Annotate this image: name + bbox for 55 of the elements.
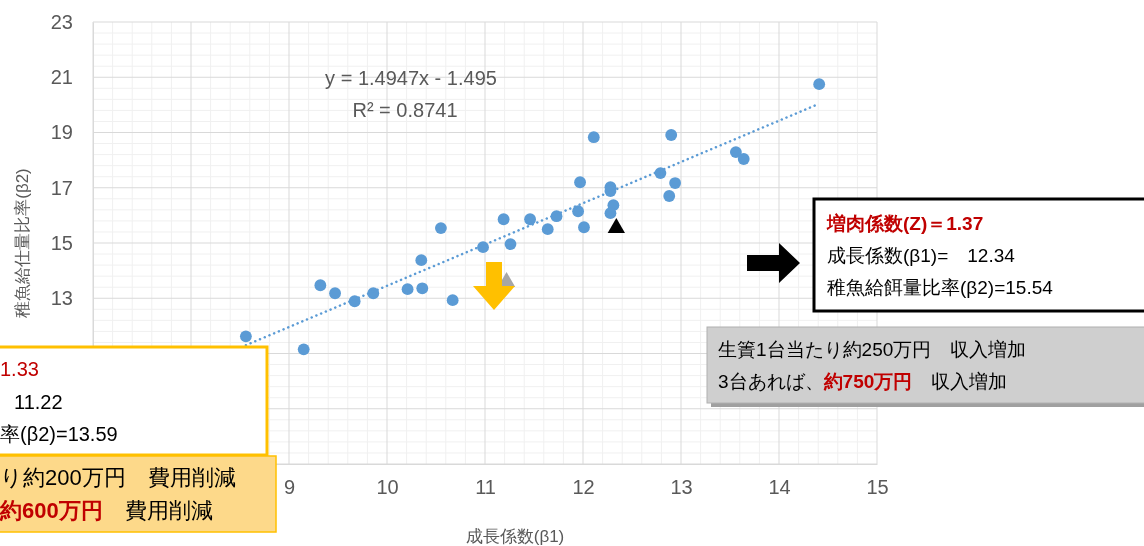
- annotation: 3台あれば、: [718, 371, 824, 392]
- text: 1.33: [0, 358, 39, 380]
- y-tick-label: 17: [50, 176, 73, 199]
- point: [239, 330, 252, 343]
- annotation: 増肉係数(Z)＝1.37: [826, 213, 984, 234]
- text: り約200万円 費用削減: [0, 465, 236, 490]
- point: [416, 282, 429, 295]
- point: [578, 221, 590, 234]
- text: 収入増加: [912, 371, 1008, 392]
- point: [446, 294, 459, 307]
- point: [729, 146, 742, 159]
- annotation: 成長係数(β1)= 12.34: [827, 245, 1016, 266]
- x-tick-label: 11: [475, 476, 496, 499]
- point: [401, 283, 414, 296]
- y-tick-label: 13: [50, 287, 73, 310]
- x-tick-label: 10: [376, 476, 399, 499]
- point: [477, 241, 489, 254]
- text: 11.22: [14, 391, 63, 413]
- point: [434, 222, 447, 234]
- x-tick-label: 12: [572, 476, 595, 499]
- x-tick-label: 14: [768, 476, 791, 499]
- point: [504, 238, 517, 251]
- point: [329, 287, 341, 300]
- annotation: y = 1.4947x - 1.495: [325, 67, 497, 89]
- point: [665, 129, 678, 141]
- point: [572, 205, 585, 218]
- y-axis-title: 稚魚給仕量比率(β2): [13, 168, 32, 318]
- annotation: R² = 0.8741: [352, 99, 458, 121]
- y-tick-label: 19: [50, 121, 73, 144]
- y-tick-label: 23: [50, 10, 73, 33]
- x-tick-label: 13: [670, 476, 693, 499]
- x-tick-label: 15: [866, 476, 889, 499]
- point: [587, 131, 600, 144]
- point: [314, 279, 327, 292]
- point: [737, 153, 750, 165]
- annotation: 稚魚給餌量比率(β2)=15.54: [827, 277, 1054, 298]
- annotation: 率(β2)=13.59: [0, 423, 118, 445]
- text: 費用削減: [102, 498, 213, 523]
- point: [541, 223, 554, 236]
- x-axis-title: 成長係数(β1): [465, 527, 565, 546]
- y-tick-label: 15: [50, 231, 73, 254]
- y-tick-label: 21: [50, 66, 73, 89]
- annotation: 約750万円: [822, 371, 913, 392]
- point: [669, 177, 682, 189]
- point: [297, 343, 310, 356]
- point: [524, 213, 536, 226]
- point: [813, 78, 826, 91]
- x-tick-label: 9: [283, 476, 296, 499]
- point: [497, 213, 510, 226]
- point: [663, 190, 676, 202]
- text: 約600万円: [0, 498, 103, 523]
- point: [574, 176, 586, 189]
- point: [415, 254, 428, 267]
- annotation: 生簀1台当たり約250万円 収入増加: [718, 339, 1027, 360]
- point: [604, 207, 617, 220]
